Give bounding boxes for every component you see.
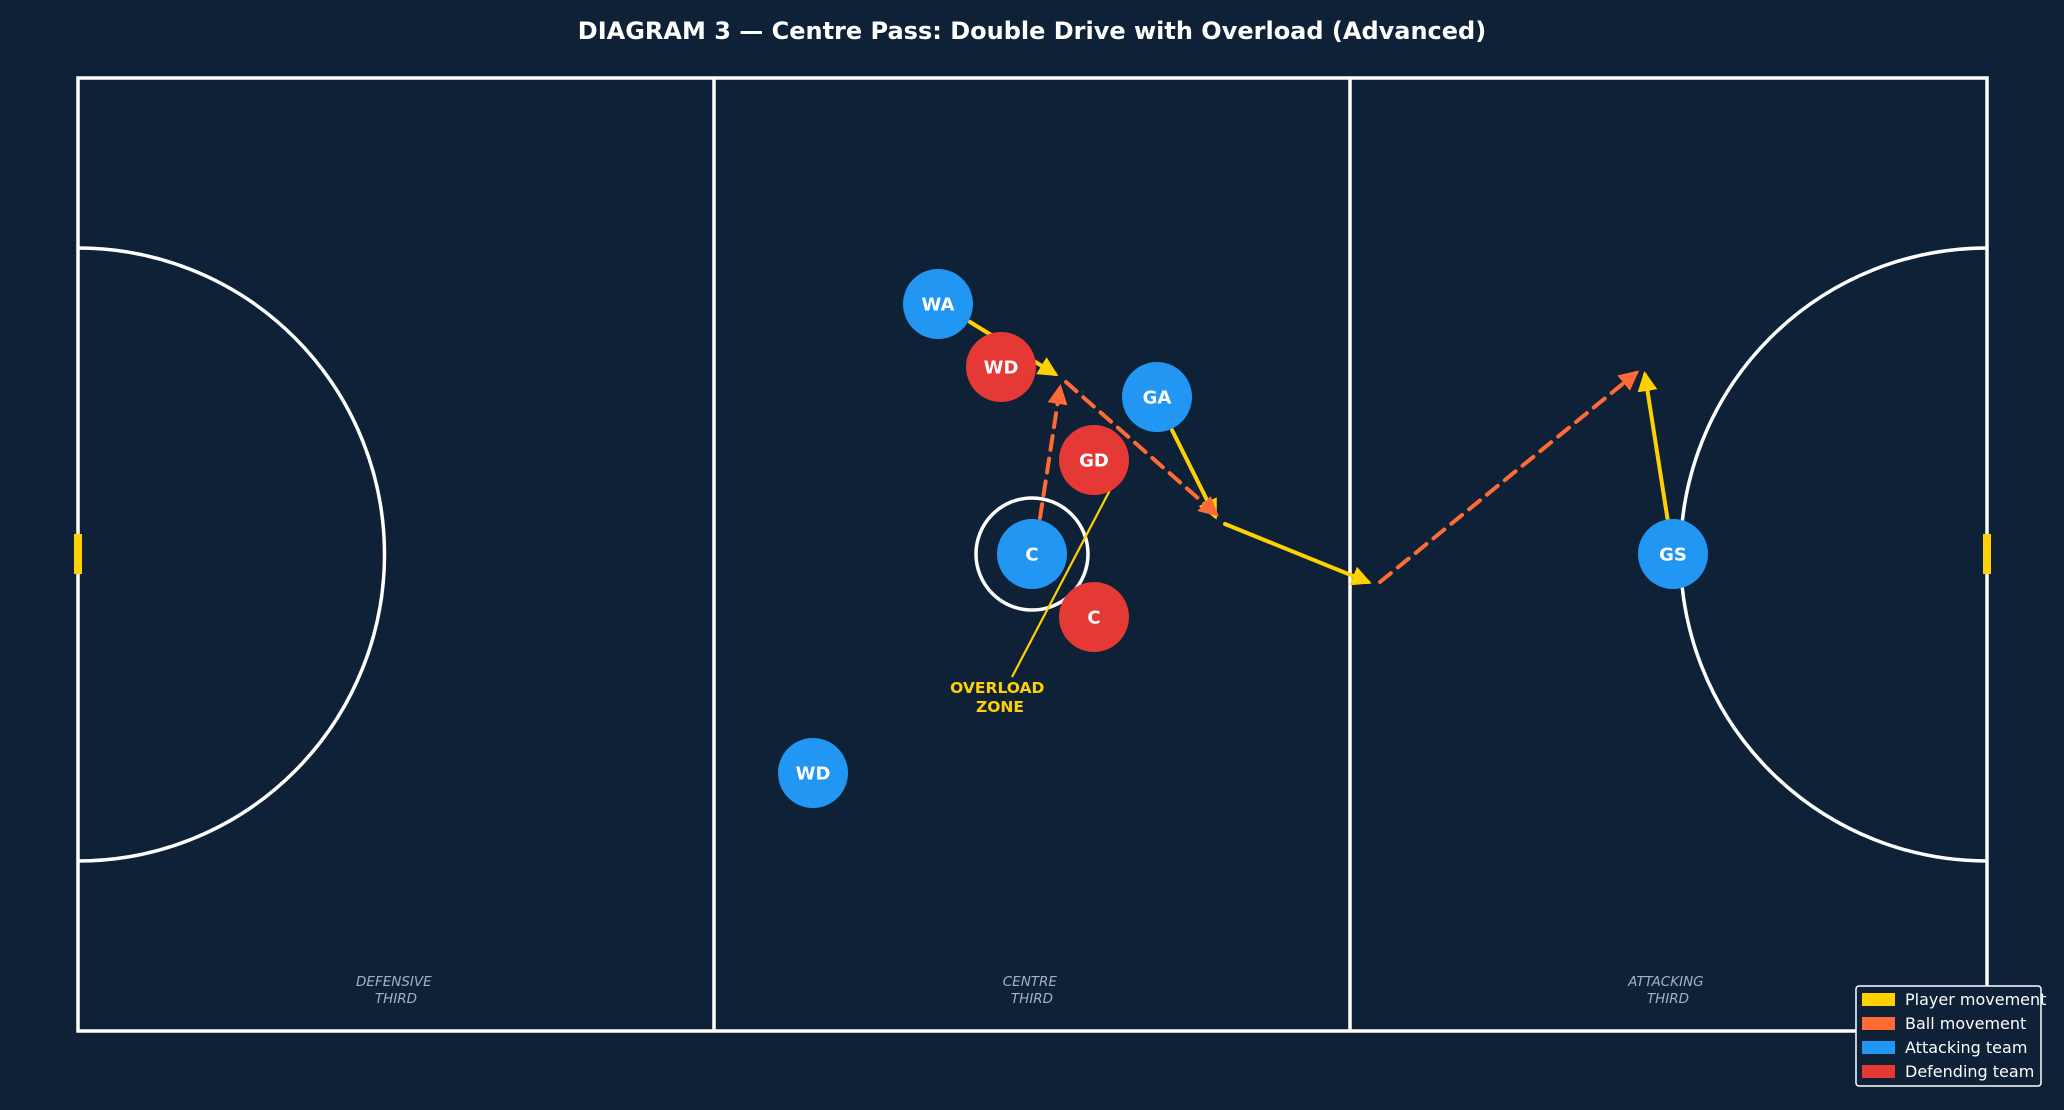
legend-item-defending-team: Defending team <box>1862 1062 2034 1081</box>
attacking-team: WA GA C WD GS <box>778 269 1708 808</box>
attacker-ga-token <box>1122 362 1192 432</box>
overload-zone-label: OVERLOAD ZONE <box>950 679 1050 716</box>
attacker-wa-token <box>903 269 973 339</box>
centre-pass-arrow <box>1038 384 1068 520</box>
pass-to-gs-arrow <box>1378 370 1640 584</box>
attacker-gs-label: GS <box>1659 545 1687 566</box>
centre-circle <box>974 496 1090 612</box>
legend-item-attacking-team: Attacking team <box>1862 1038 2027 1057</box>
defender-c-token <box>1059 582 1129 652</box>
diagram-title: DIAGRAM 3 — Centre Pass: Double Drive wi… <box>578 17 1486 45</box>
goal-circle-right <box>1678 246 1988 863</box>
ga-second-drive-arrow <box>1223 522 1372 586</box>
defender-wd[interactable]: WD <box>966 332 1036 402</box>
legend-label-player-movement: Player movement <box>1905 990 2046 1009</box>
goal-post-left <box>74 534 82 574</box>
defending-team: WD GD C <box>966 332 1129 652</box>
legend-box <box>1855 985 2042 1087</box>
goal-circle-left <box>77 246 387 863</box>
attacker-wa[interactable]: WA <box>903 269 973 339</box>
player-movement-arrows <box>968 320 1670 586</box>
overload-zone-pointer-line <box>1011 489 1111 678</box>
attacker-wd-token <box>778 738 848 808</box>
attacker-ga[interactable]: GA <box>1122 362 1192 432</box>
attacker-wd[interactable]: WD <box>778 738 848 808</box>
legend-label-attacking-team: Attacking team <box>1905 1038 2027 1057</box>
legend: Player movement Ball movement Attacking … <box>1855 985 2046 1087</box>
legend-label-defending-team: Defending team <box>1905 1062 2034 1081</box>
attacker-gs[interactable]: GS <box>1638 519 1708 589</box>
legend-item-player-movement: Player movement <box>1862 990 2046 1009</box>
goal-post-right <box>1983 534 1991 574</box>
gs-lead-arrow <box>1637 371 1670 524</box>
defender-wd-token <box>966 332 1036 402</box>
legend-swatch-ball-movement <box>1862 1017 1895 1030</box>
third-labels: DEFENSIVE THIRD CENTRE THIRD ATTACKING T… <box>356 974 1708 1007</box>
attacker-c-label: C <box>1025 545 1038 566</box>
legend-label-ball-movement: Ball movement <box>1905 1014 2026 1033</box>
attacker-c-token <box>997 519 1067 589</box>
defender-c-label: C <box>1087 608 1100 629</box>
pass-to-ga-arrow <box>1064 380 1220 517</box>
third-label-defensive: DEFENSIVE THIRD <box>356 974 436 1007</box>
third-label-attacking: ATTACKING THIRD <box>1627 974 1708 1007</box>
attacker-wa-label: WA <box>922 295 955 316</box>
legend-swatch-player-movement <box>1862 993 1895 1006</box>
attacker-wd-label: WD <box>796 764 831 785</box>
defender-gd-label: GD <box>1079 451 1109 472</box>
attacker-c[interactable]: C <box>997 519 1067 589</box>
legend-swatch-defending-team <box>1862 1065 1895 1078</box>
legend-swatch-attacking-team <box>1862 1041 1895 1054</box>
legend-item-ball-movement: Ball movement <box>1862 1014 2026 1033</box>
defender-gd-token <box>1059 425 1129 495</box>
defender-c[interactable]: C <box>1059 582 1129 652</box>
attacker-gs-token <box>1638 519 1708 589</box>
defender-wd-label: WD <box>984 358 1019 379</box>
defender-gd[interactable]: GD <box>1059 425 1129 495</box>
third-label-centre: CENTRE THIRD <box>1003 974 1062 1007</box>
ga-drive-arrow <box>1170 428 1217 520</box>
attacker-ga-label: GA <box>1143 388 1172 409</box>
ball-movement-arrows <box>1038 370 1640 584</box>
